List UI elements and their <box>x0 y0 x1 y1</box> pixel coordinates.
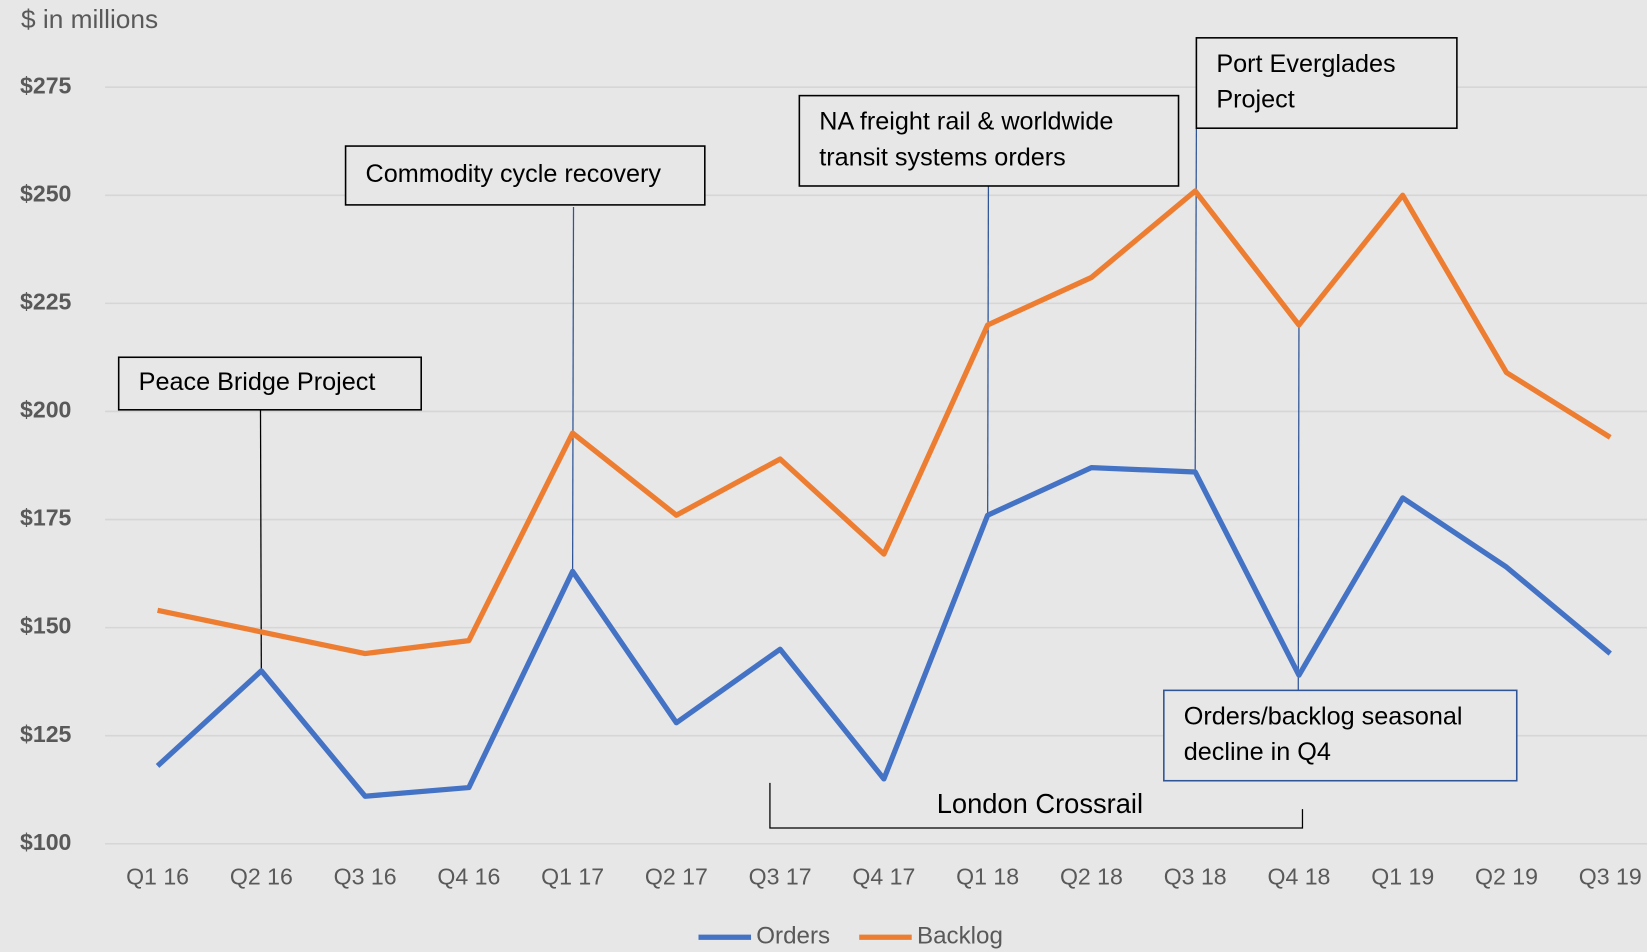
annotation-text: NA freight rail & worldwide <box>819 108 1113 136</box>
x-tick-label: Q1 16 <box>126 864 189 890</box>
x-tick-label: Q2 18 <box>1060 864 1123 890</box>
annotation-box <box>344 145 706 206</box>
y-tick-label: $100 <box>20 829 71 855</box>
annotation-text: Port Everglades <box>1216 50 1395 78</box>
x-tick-label: Q1 18 <box>956 864 1019 890</box>
bracket <box>769 782 1304 829</box>
annotation-text: Peace Bridge Project <box>139 368 376 396</box>
series-line <box>157 188 1612 657</box>
y-tick-label: $275 <box>20 72 72 98</box>
legend-label: Orders <box>756 923 830 950</box>
y-tick-label: $200 <box>20 397 71 423</box>
x-tick-label: Q1 17 <box>541 864 604 890</box>
series-line <box>155 465 1612 799</box>
x-tick-label: Q2 17 <box>645 864 708 890</box>
x-tick-label: Q4 18 <box>1267 864 1330 890</box>
x-tick-label: Q3 16 <box>334 864 397 890</box>
leader-line <box>1194 128 1198 472</box>
axis-title: $ in millions <box>21 4 158 34</box>
annotation-text: decline in Q4 <box>1184 738 1331 766</box>
y-tick-label: $150 <box>20 613 71 639</box>
annotation-text: London Crossrail <box>937 788 1143 819</box>
annotation-text: Orders/backlog seasonal <box>1184 702 1463 730</box>
annotation-text: transit systems orders <box>819 143 1065 171</box>
y-tick-label: $250 <box>20 180 71 206</box>
leader-line <box>259 409 262 671</box>
x-tick-label: Q2 16 <box>230 864 293 890</box>
leader-line <box>1297 324 1300 691</box>
x-tick-label: Q4 17 <box>852 864 915 890</box>
annotation-box <box>1163 689 1518 782</box>
legend-label: Backlog <box>917 923 1003 950</box>
x-tick-label: Q3 18 <box>1164 864 1227 890</box>
y-tick-label: $125 <box>20 721 72 747</box>
x-tick-label: Q1 19 <box>1371 864 1434 890</box>
leader-line <box>571 207 575 572</box>
leader-line <box>987 185 990 516</box>
x-tick-label: Q3 17 <box>749 864 812 890</box>
annotation-box <box>798 94 1180 187</box>
x-tick-label: Q3 19 <box>1579 864 1642 890</box>
x-tick-label: Q2 19 <box>1475 864 1538 890</box>
annotation-box <box>117 356 422 411</box>
y-tick-label: $175 <box>20 505 72 531</box>
x-tick-label: Q4 16 <box>437 864 500 890</box>
annotation-text: Commodity cycle recovery <box>366 160 662 188</box>
annotation-box <box>1195 37 1458 129</box>
annotation-text: Project <box>1216 86 1294 114</box>
y-tick-label: $225 <box>20 288 72 314</box>
